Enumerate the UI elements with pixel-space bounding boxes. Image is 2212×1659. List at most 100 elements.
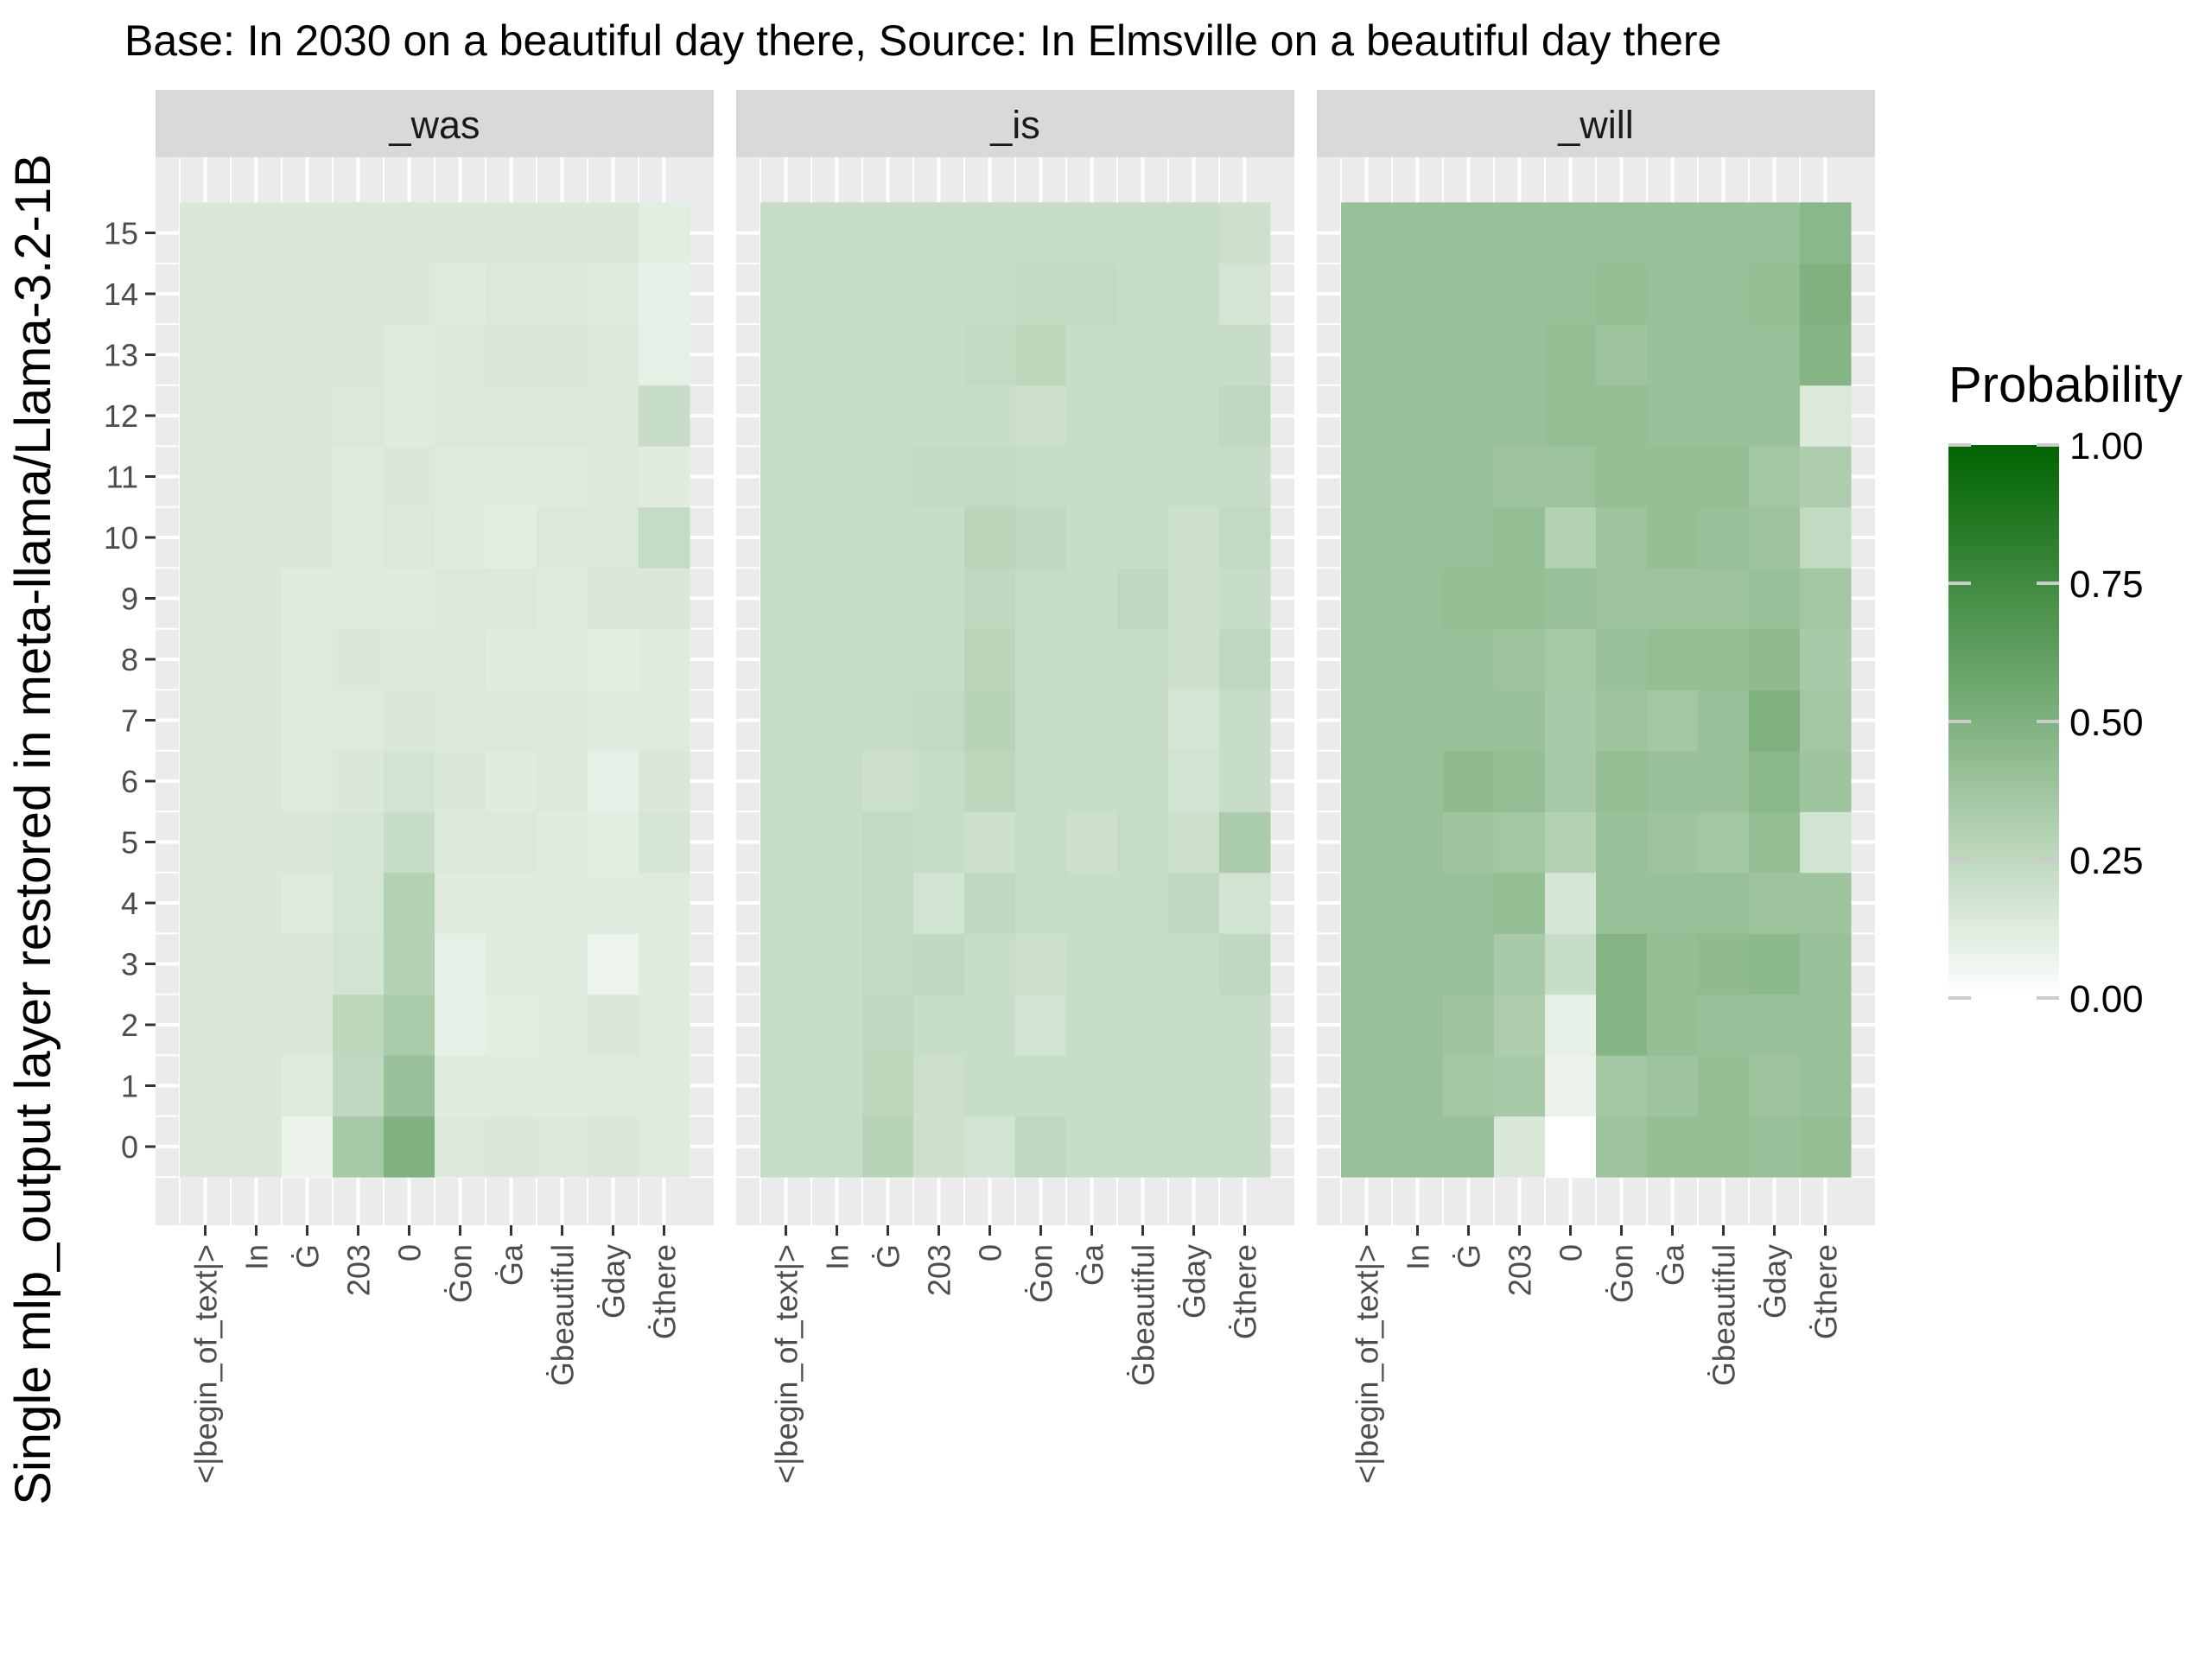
- heatmap-cell: [333, 690, 385, 752]
- heatmap-cell: [1219, 628, 1271, 690]
- heatmap-cell: [384, 202, 435, 264]
- heatmap-cell: [435, 202, 486, 264]
- heatmap-cell: [282, 385, 334, 447]
- heatmap-cell: [486, 263, 537, 325]
- x-tick-label: Ġbeautiful: [1707, 1244, 1742, 1386]
- heatmap-cell: [1647, 568, 1699, 630]
- heatmap-cell: [282, 324, 334, 386]
- heatmap-cell: [1749, 263, 1801, 325]
- heatmap-cell: [1341, 872, 1393, 934]
- heatmap-cell: [964, 933, 1016, 995]
- heatmap-cell: [180, 568, 232, 630]
- heatmap-cell: [913, 690, 965, 752]
- heatmap-cell: [862, 811, 914, 874]
- heatmap-cell: [639, 446, 690, 508]
- heatmap-cell: [639, 506, 690, 569]
- heatmap-cell: [760, 994, 812, 1056]
- heatmap-cell: [1443, 872, 1495, 934]
- heatmap-cell: [964, 994, 1016, 1056]
- heatmap-cell: [1066, 1055, 1118, 1117]
- heatmap-cell: [1698, 690, 1750, 752]
- y-tick-label: 11: [106, 460, 138, 495]
- x-tick-label: Ġthere: [1228, 1244, 1263, 1339]
- heatmap-cell: [913, 933, 965, 995]
- heatmap-cell: [1647, 263, 1699, 325]
- heatmap-cell: [1647, 628, 1699, 690]
- x-tick-label: Ġ: [1452, 1244, 1487, 1268]
- heatmap-cell: [1392, 202, 1444, 264]
- heatmap-cell: [588, 811, 639, 874]
- heatmap-cell: [231, 690, 283, 752]
- heatmap-cell: [862, 994, 914, 1056]
- heatmap-cell: [231, 1055, 283, 1117]
- heatmap-cell: [537, 811, 588, 874]
- heatmap-cell: [282, 690, 334, 752]
- legend: Probability 0.00 0.25 0.50 0.75 1.00: [1948, 357, 2183, 1020]
- heatmap-cell: [1494, 446, 1546, 508]
- heatmap-cell: [760, 628, 812, 690]
- heatmap-cell: [333, 568, 385, 630]
- heatmap-cell: [1392, 1116, 1444, 1178]
- heatmap-cell: [588, 1116, 639, 1178]
- heatmap-cell: [1066, 933, 1118, 995]
- heatmap-cell: [1698, 263, 1750, 325]
- heatmap-cell: [811, 263, 863, 325]
- heatmap-cell: [1117, 263, 1169, 325]
- heatmap-cell: [1341, 811, 1393, 874]
- heatmap-cell: [486, 933, 537, 995]
- x-tick-label: 0: [973, 1244, 1008, 1262]
- heatmap-cell: [537, 628, 588, 690]
- heatmap-cell: [1392, 506, 1444, 569]
- heatmap-cell: [1168, 1116, 1220, 1178]
- heatmap-cell: [588, 1055, 639, 1117]
- heatmap-cell: [1443, 994, 1495, 1056]
- heatmap-cell: [811, 872, 863, 934]
- heatmap-cell: [1219, 1055, 1271, 1117]
- heatmap-cell: [1698, 872, 1750, 934]
- x-axis-ticks: <|begin_of_text|> In Ġ 203 0 Ġon Ġa Ġbeautiful Ġ…: [188, 1225, 683, 1484]
- y-tick-label: 15: [104, 216, 138, 251]
- heatmap-cell: [1219, 202, 1271, 264]
- heatmap-cell: [639, 811, 690, 874]
- heatmap-cell: [1392, 811, 1444, 874]
- heatmap-cell: [1219, 263, 1271, 325]
- heatmap-cell: [811, 446, 863, 508]
- heatmap-cell: [1341, 568, 1393, 630]
- heatmap-cell: [811, 628, 863, 690]
- heatmap-cell: [231, 933, 283, 995]
- heatmap-cell: [1596, 994, 1648, 1056]
- heatmap-cell: [435, 628, 486, 690]
- heatmap-cell: [1117, 690, 1169, 752]
- heatmap-cell: [1749, 690, 1801, 752]
- heatmap-cell: [639, 385, 690, 447]
- facet-panel: _is <|begin_of_text|> In Ġ 203 0 Ġon Ġa Ġbeautif…: [736, 90, 1294, 1484]
- heatmap-cell: [862, 446, 914, 508]
- heatmap-cells: [760, 202, 1271, 1178]
- heatmap-cell: [1066, 811, 1118, 874]
- heatmap-cell: [537, 1116, 588, 1178]
- heatmap-cell: [435, 750, 486, 812]
- y-tick-label: 3: [121, 947, 138, 982]
- heatmap-cell: [537, 506, 588, 569]
- heatmap-cell: [1647, 994, 1699, 1056]
- heatmap-cell: [1219, 994, 1271, 1056]
- heatmap-cell: [1392, 750, 1444, 812]
- heatmap-cell: [1392, 568, 1444, 630]
- heatmap-cell: [811, 568, 863, 630]
- heatmap-cell: [384, 324, 435, 386]
- x-tick-label: Ġon: [1605, 1244, 1640, 1303]
- heatmap-cell: [1443, 1116, 1495, 1178]
- heatmap-cell: [1647, 1116, 1699, 1178]
- heatmap-cell: [1015, 506, 1067, 569]
- facet-strip-label: _is: [989, 103, 1040, 147]
- heatmap-cell: [1117, 324, 1169, 386]
- heatmap-cell: [180, 1116, 232, 1178]
- y-tick-label: 4: [121, 886, 138, 921]
- heatmap-cell: [1494, 568, 1546, 630]
- heatmap-cell: [811, 1116, 863, 1178]
- heatmap-cell: [760, 811, 812, 874]
- heatmap-cell: [862, 750, 914, 812]
- heatmap-cell: [964, 324, 1016, 386]
- heatmap-cell: [588, 994, 639, 1056]
